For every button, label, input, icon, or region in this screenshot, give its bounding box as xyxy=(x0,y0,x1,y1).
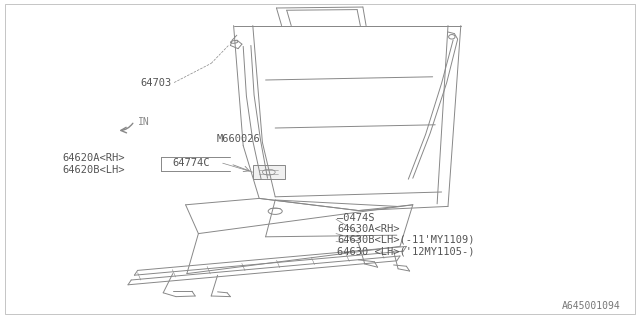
Bar xyxy=(253,165,285,179)
Text: 64630A<RH>: 64630A<RH> xyxy=(337,224,400,234)
Text: 64620A<RH>: 64620A<RH> xyxy=(63,153,125,163)
Text: 64774C: 64774C xyxy=(173,157,211,168)
Text: 64703: 64703 xyxy=(140,77,172,88)
Text: 64630B<LH>(-11'MY1109): 64630B<LH>(-11'MY1109) xyxy=(337,235,475,245)
Text: —0474S: —0474S xyxy=(337,212,375,223)
Text: A645001094: A645001094 xyxy=(562,301,621,311)
Text: M660026: M660026 xyxy=(216,133,260,144)
Text: 64620B<LH>: 64620B<LH> xyxy=(63,164,125,175)
Text: IN: IN xyxy=(138,117,149,127)
Text: 64630 <LH>('12MY1105-): 64630 <LH>('12MY1105-) xyxy=(337,246,475,256)
